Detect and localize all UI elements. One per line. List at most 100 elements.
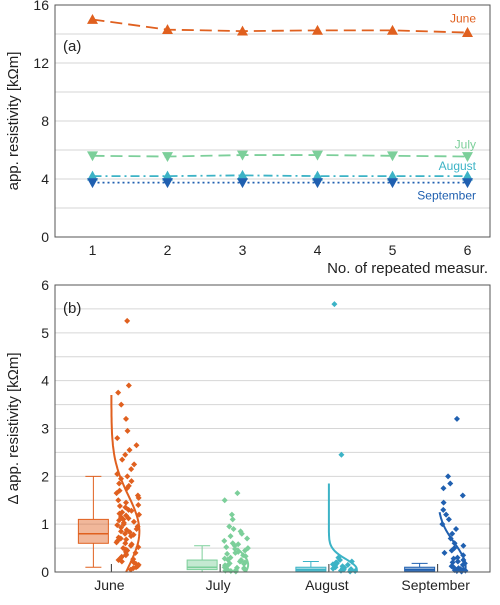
data-point	[238, 530, 245, 537]
data-point	[133, 442, 140, 449]
density-curve	[327, 483, 358, 573]
data-point	[227, 533, 234, 540]
y-tick-label: 4	[41, 171, 49, 187]
data-point	[116, 480, 123, 487]
data-point	[125, 515, 132, 522]
data-point	[116, 517, 123, 524]
series-marker	[312, 24, 323, 35]
data-point	[232, 546, 239, 553]
panel-a-y-axis-label: app. resistivity [kΩm]	[5, 52, 22, 191]
series-marker	[387, 24, 398, 35]
data-point	[115, 389, 122, 396]
x-tick-label: 1	[89, 242, 97, 258]
data-point	[124, 317, 131, 324]
series-marker	[237, 150, 248, 161]
y-tick-label: 4	[41, 373, 49, 389]
data-point	[445, 516, 452, 523]
data-point	[459, 492, 466, 499]
panel-b-label: (b)	[63, 300, 81, 317]
data-point	[331, 301, 338, 308]
data-point	[221, 497, 228, 504]
data-point	[223, 544, 230, 551]
series-label: September	[417, 189, 476, 203]
series-marker	[237, 169, 248, 180]
data-point	[344, 561, 351, 568]
series-marker	[387, 170, 398, 181]
panel-a-series-labels: June July August September	[417, 12, 476, 203]
y-tick-label: 0	[41, 564, 49, 580]
category-label: September	[401, 577, 470, 593]
panel-a-series	[87, 14, 473, 189]
data-point	[443, 511, 450, 518]
density-curve	[110, 395, 141, 573]
series-marker	[162, 178, 173, 189]
data-point	[113, 539, 120, 546]
data-point	[128, 533, 135, 540]
panel-b-y-axis-label: Δ app. resistivity [kΩm]	[5, 352, 22, 504]
data-point	[123, 415, 130, 422]
data-point	[118, 401, 125, 408]
data-point	[116, 502, 123, 509]
data-point	[120, 521, 127, 528]
data-point	[128, 507, 135, 514]
series-marker	[87, 14, 98, 24]
series-marker	[462, 178, 473, 189]
data-point	[445, 473, 452, 480]
series-marker	[312, 178, 323, 189]
series-marker	[87, 170, 98, 181]
density-curve	[236, 547, 250, 573]
data-point	[230, 525, 237, 532]
group-september	[404, 415, 469, 575]
data-point	[448, 547, 455, 554]
data-point	[125, 382, 132, 389]
x-tick-label: 3	[239, 242, 247, 258]
series-label: July	[455, 138, 476, 152]
box	[186, 559, 218, 571]
data-point	[440, 506, 447, 513]
data-point	[234, 490, 241, 497]
group-july	[186, 490, 251, 575]
x-tick-label: 6	[464, 242, 472, 258]
series-line	[92, 18, 468, 34]
panel-b-groups	[77, 301, 469, 575]
series-marker	[162, 152, 173, 163]
panel-a-gridlines	[55, 33, 490, 209]
data-point	[336, 557, 343, 564]
y-tick-label: 8	[41, 113, 49, 129]
series-marker	[462, 170, 473, 181]
y-tick-label: 12	[33, 55, 49, 71]
panel-b-frame	[54, 284, 491, 573]
panel-a-x-ticks: 1 2 3 4 5 6	[89, 242, 472, 258]
data-point	[244, 535, 251, 542]
data-point	[114, 522, 121, 529]
panel-a-y-ticks: 0 4 8 12 16	[33, 0, 49, 245]
data-point	[441, 549, 448, 556]
data-point	[453, 525, 460, 532]
data-point	[130, 518, 137, 525]
data-point	[460, 542, 467, 549]
data-point	[241, 560, 248, 567]
series-label: August	[439, 159, 477, 173]
x-tick-label: 2	[164, 242, 172, 258]
series-marker	[162, 170, 173, 181]
data-point	[232, 549, 239, 556]
series-marker	[462, 152, 473, 163]
box	[77, 518, 109, 544]
data-point	[131, 461, 138, 468]
x-tick-label: 4	[314, 242, 322, 258]
series-marker	[387, 178, 398, 189]
data-point	[236, 558, 243, 565]
data-point	[453, 568, 460, 575]
data-point	[330, 565, 337, 572]
series-marker	[312, 150, 323, 161]
data-point	[115, 497, 122, 504]
y-tick-label: 3	[41, 421, 49, 437]
panel-a-frame	[54, 4, 491, 238]
data-point	[123, 499, 130, 506]
data-point	[224, 550, 231, 557]
category-label: July	[206, 577, 231, 593]
data-point	[126, 447, 133, 454]
y-tick-label: 0	[41, 229, 49, 245]
data-point	[124, 427, 131, 434]
